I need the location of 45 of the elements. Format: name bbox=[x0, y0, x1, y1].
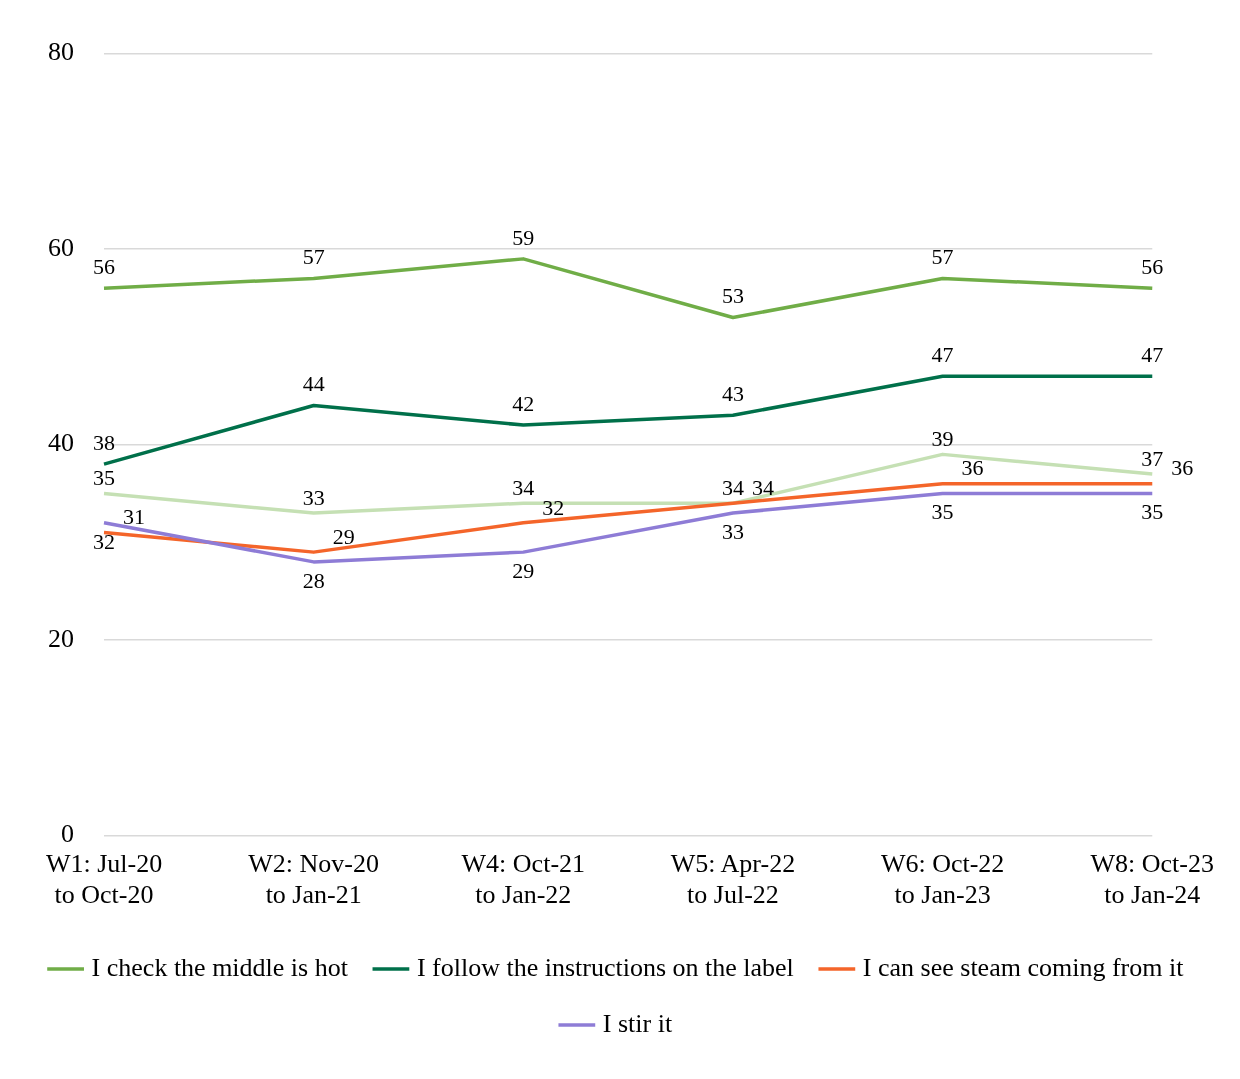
data-label: 35 bbox=[93, 465, 115, 491]
y-tick-label: 40 bbox=[48, 428, 74, 458]
data-label: 32 bbox=[93, 528, 115, 554]
y-tick-label: 20 bbox=[48, 623, 74, 653]
data-label: 33 bbox=[721, 518, 744, 544]
x-tick-label: W4: Oct-21 to Jan-22 bbox=[461, 849, 586, 910]
data-label: 44 bbox=[302, 371, 325, 397]
x-tick-label: W5: Apr-22 to Jul-22 bbox=[670, 849, 796, 910]
x-tick-label: W6: Oct-22 to Jan-23 bbox=[880, 849, 1005, 910]
y-tick-label: 0 bbox=[61, 819, 74, 849]
data-label: 29 bbox=[332, 523, 355, 549]
data-label: 53 bbox=[721, 283, 744, 309]
data-label: 57 bbox=[302, 244, 325, 270]
legend-label: I follow the instructions on the label bbox=[416, 952, 794, 982]
data-label: 33 bbox=[302, 484, 325, 510]
data-label: 36 bbox=[1171, 455, 1194, 481]
y-tick-label: 60 bbox=[48, 232, 74, 262]
legend-label: I stir it bbox=[602, 1008, 673, 1038]
data-label: 59 bbox=[512, 224, 535, 250]
data-label: 35 bbox=[931, 499, 954, 525]
data-label: 34 bbox=[751, 475, 774, 501]
data-label: 28 bbox=[302, 567, 325, 593]
data-label: 31 bbox=[123, 504, 145, 530]
data-label: 57 bbox=[931, 244, 954, 270]
data-label: 56 bbox=[93, 253, 115, 279]
data-label: 29 bbox=[512, 557, 535, 583]
data-label: 47 bbox=[931, 341, 954, 367]
y-tick-label: 80 bbox=[48, 37, 74, 67]
data-label: 32 bbox=[542, 494, 565, 520]
data-label: 34 bbox=[512, 475, 535, 501]
data-label: 47 bbox=[1141, 341, 1164, 367]
x-tick-label: W1: Jul-20 to Oct-20 bbox=[45, 849, 163, 910]
legend-label: I can see steam coming from it bbox=[862, 952, 1185, 982]
x-tick-label: W8: Oct-23 to Jan-24 bbox=[1090, 849, 1214, 910]
legend-label: I check the middle is hot bbox=[91, 952, 349, 982]
data-label: 36 bbox=[961, 455, 984, 481]
data-label: 43 bbox=[721, 381, 744, 407]
data-label: 38 bbox=[93, 429, 115, 455]
data-label: 42 bbox=[512, 390, 535, 416]
data-label: 37 bbox=[1141, 445, 1164, 471]
data-label: 39 bbox=[931, 426, 954, 452]
data-label: 35 bbox=[1141, 499, 1164, 525]
data-label: 56 bbox=[1141, 253, 1164, 279]
x-tick-label: W2: Nov-20 to Jan-21 bbox=[248, 849, 380, 910]
data-label: 34 bbox=[721, 475, 744, 501]
